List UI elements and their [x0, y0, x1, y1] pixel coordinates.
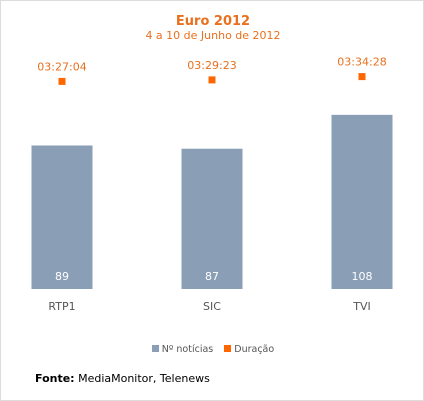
source-text: MediaMonitor, Telenews [78, 372, 210, 385]
bar-value-label: 108 [352, 270, 373, 283]
duration-label: 03:29:23 [187, 59, 236, 72]
duration-marker [58, 77, 66, 85]
bar-value-label: 89 [55, 270, 69, 283]
duration-marker [208, 76, 216, 84]
source-label: Fonte: [35, 372, 75, 385]
x-tick-label: TVI [352, 300, 371, 313]
chart-title: Euro 2012 [175, 14, 251, 29]
duration-label: 03:34:28 [337, 56, 386, 69]
duration-label: 03:27:04 [37, 60, 86, 73]
chart-subtitle: 4 a 10 de Junho de 2012 [145, 29, 281, 42]
legend-swatch-bar [151, 345, 159, 352]
duration-marker [358, 73, 366, 81]
bar-sic [181, 148, 243, 289]
chart-legend: Nº notícias Duração [1, 344, 424, 355]
x-tick-label: SIC [203, 300, 221, 313]
legend-swatch-marker [224, 345, 232, 352]
bar-tvi [331, 114, 393, 289]
bar-value-label: 87 [205, 270, 219, 283]
bar-rtp1 [31, 145, 93, 289]
legend-item-news-count: Nº notícias [151, 344, 214, 355]
source-note: Fonte: MediaMonitor, Telenews [35, 372, 210, 385]
legend-item-duration: Duração [224, 344, 274, 355]
x-tick-label: RTP1 [48, 300, 75, 313]
chart-plot: 89 RTP1 03:27:04 87 SIC 03:29:23 108 TVI 03:34:2… [31, 56, 393, 313]
legend-label-news-count: Nº notícias [161, 344, 214, 355]
legend-label-duration: Duração [234, 344, 275, 355]
